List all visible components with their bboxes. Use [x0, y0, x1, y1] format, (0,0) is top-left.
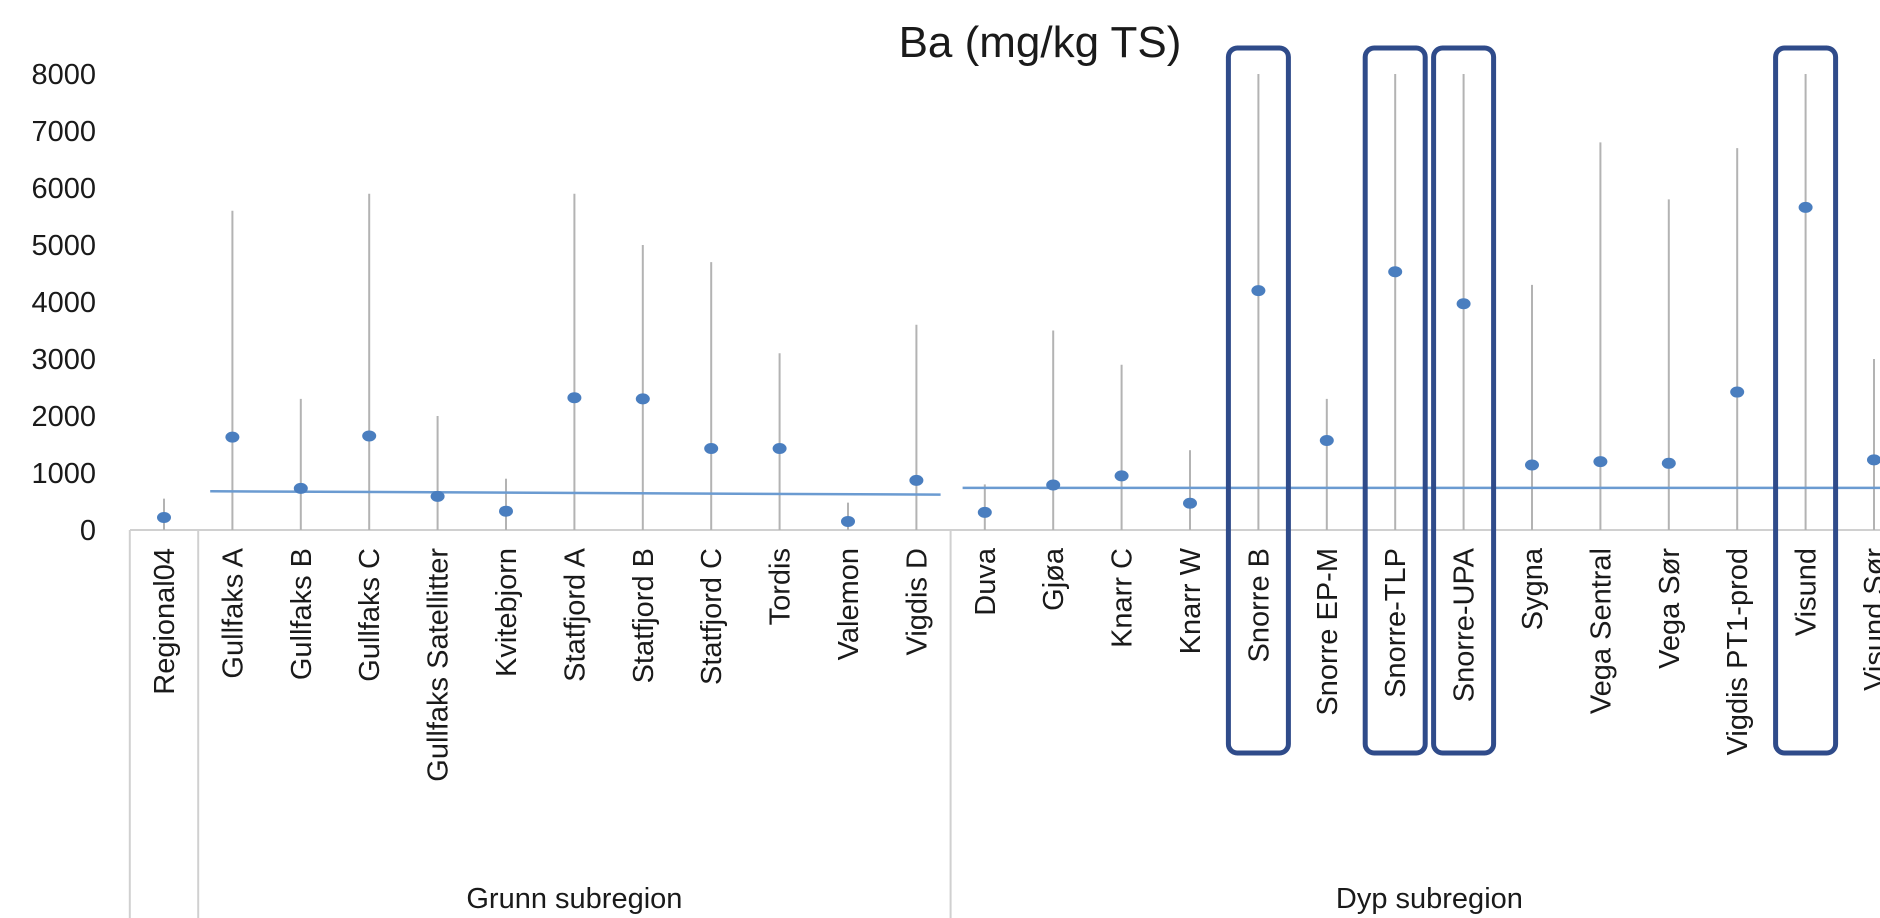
label-layer: Regional04 Gullfaks A Gullfaks B Gullfaks C… [149, 547, 1880, 915]
category-label: Vigdis PT1-prod [1722, 548, 1754, 755]
category-label: Kvitebjorn [491, 548, 523, 677]
category-label: Gullfaks A [217, 547, 249, 678]
reference-line-layer [210, 486, 1880, 496]
data-point [704, 442, 719, 454]
data-point [977, 506, 992, 518]
data-point [362, 430, 377, 442]
y-tick-label: 7000 [31, 116, 96, 148]
category-label: Statfjord B [628, 548, 660, 683]
data-point [772, 442, 787, 454]
data-point [499, 505, 513, 517]
data-point [1388, 266, 1403, 278]
data-point [1251, 285, 1266, 297]
range-layer [163, 74, 1875, 530]
highlight-layer [1225, 45, 1839, 756]
category-label: Tordis [765, 548, 797, 625]
data-point [1319, 435, 1334, 447]
category-label: Knarr W [1175, 547, 1207, 654]
data-point [841, 515, 855, 527]
category-label: Snorre-TLP [1380, 548, 1412, 698]
category-label: Snorre-UPA [1449, 547, 1481, 702]
category-label: Visund Sør [1859, 548, 1880, 691]
y-tick-label: 4000 [31, 287, 96, 319]
group-label: Grunn subregion [466, 883, 682, 915]
point-layer [157, 201, 1880, 527]
category-label: Gullfaks Satellitter [423, 548, 455, 782]
category-label: Vigdis D [901, 548, 933, 655]
y-tick-label: 2000 [31, 401, 96, 433]
category-label: Visund [1791, 548, 1823, 636]
category-label: Snorre B [1243, 548, 1275, 662]
data-point [567, 392, 582, 404]
axis-layer: 0 1000 2000 3000 4000 5000 6000 7000 8000 [31, 59, 1880, 918]
category-label: Gullfaks B [286, 548, 318, 680]
category-label: Sygna [1517, 547, 1549, 630]
y-tick-label: 3000 [31, 344, 96, 376]
data-point [1661, 457, 1676, 469]
data-point [1525, 459, 1539, 471]
data-point [1593, 456, 1608, 468]
y-tick-label: 1000 [31, 458, 96, 490]
data-point [909, 474, 924, 486]
data-point [430, 490, 445, 502]
category-label: Knarr C [1107, 548, 1139, 648]
category-label: Gullfaks C [354, 548, 386, 682]
y-tick-label: 5000 [31, 230, 96, 262]
data-point [1456, 298, 1471, 310]
data-point [1046, 479, 1061, 491]
category-label: Statfjord C [696, 548, 728, 685]
data-point [1114, 470, 1129, 482]
category-label: Gjøa [1038, 547, 1070, 611]
chart-title: Ba (mg/kg TS) [899, 18, 1182, 67]
highlight-box [1362, 45, 1428, 756]
data-point [1183, 497, 1197, 509]
reference-line [210, 489, 941, 496]
category-label: Vega Sentral [1585, 548, 1617, 714]
data-point [1730, 386, 1745, 398]
category-label: Valemon [833, 548, 865, 660]
data-point [1798, 201, 1813, 213]
y-tick-label: 6000 [31, 173, 96, 205]
highlight-box [1225, 45, 1291, 756]
data-point [225, 431, 240, 443]
highlight-box [1773, 45, 1839, 756]
group-label: Dyp subregion [1336, 883, 1523, 915]
category-label: Regional04 [149, 548, 181, 695]
category-label: Snorre EP-M [1312, 548, 1344, 716]
data-point [1867, 454, 1880, 466]
data-point [157, 511, 171, 523]
highlight-box [1431, 45, 1497, 756]
data-point [293, 482, 308, 494]
category-label: Statfjord A [559, 547, 591, 681]
y-tick-label: 0 [80, 515, 96, 547]
category-label: Vega Sør [1654, 548, 1686, 669]
y-tick-label: 8000 [31, 59, 96, 91]
category-label: Duva [970, 547, 1002, 616]
data-point [635, 393, 650, 405]
